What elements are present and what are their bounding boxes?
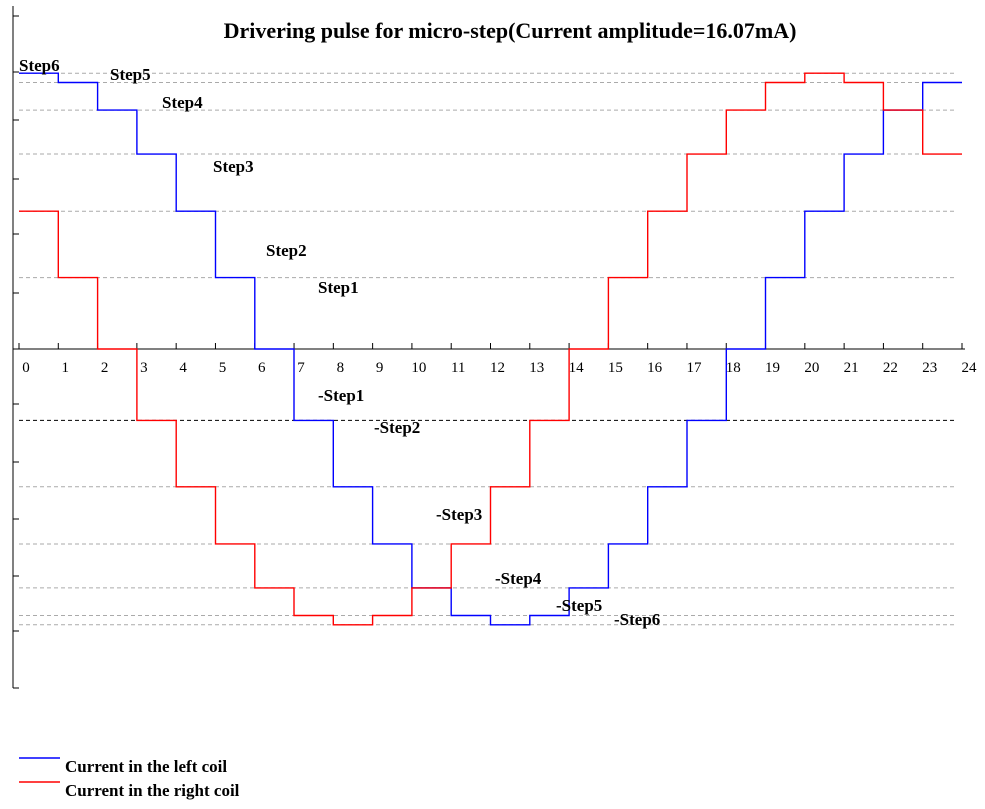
x-tick-label: 14 bbox=[569, 360, 585, 376]
x-tick-label: 21 bbox=[844, 360, 859, 376]
axes: 0 1 2 3 4 5 6 7 8 9 10 11 12 13 14 15 16 17 18 19 20 21 22 23 24 bbox=[12, 6, 978, 689]
x-tick-label: 12 bbox=[490, 360, 505, 376]
step-label-neg-step5: -Step5 bbox=[556, 596, 602, 615]
step-label-neg-step1: -Step1 bbox=[318, 386, 364, 405]
x-tick-label: 18 bbox=[726, 360, 741, 376]
legend-label-right-coil: Current in the right coil bbox=[65, 781, 240, 800]
x-tick-label: 15 bbox=[608, 360, 623, 376]
x-tick-label: 11 bbox=[451, 360, 465, 376]
step-label-step2: Step2 bbox=[266, 241, 307, 260]
step-label-step4: Step4 bbox=[162, 93, 203, 112]
step-label-step6: Step6 bbox=[19, 56, 60, 75]
right-coil-series bbox=[19, 72, 962, 626]
step-label-neg-step6: -Step6 bbox=[614, 610, 660, 629]
x-tick-label: 19 bbox=[765, 360, 780, 376]
chart-title: Drivering pulse for micro-step(Current a… bbox=[224, 18, 797, 43]
step-label-neg-step3: -Step3 bbox=[436, 505, 482, 524]
x-tick-label: 17 bbox=[686, 360, 702, 376]
x-tick-label: 5 bbox=[219, 360, 227, 376]
x-tick-label: 10 bbox=[411, 360, 426, 376]
step-label-neg-step2: -Step2 bbox=[374, 418, 420, 437]
x-tick-label: 20 bbox=[804, 360, 819, 376]
step-label-neg-step4: -Step4 bbox=[495, 569, 542, 588]
x-tick-label: 7 bbox=[297, 360, 305, 376]
x-tick-label: 6 bbox=[258, 360, 266, 376]
x-tick-label: 13 bbox=[529, 360, 544, 376]
step-label-step3: Step3 bbox=[213, 157, 254, 176]
x-tick-label: 24 bbox=[962, 360, 978, 376]
x-tick-label: 2 bbox=[101, 360, 109, 376]
x-tick-label: 8 bbox=[337, 360, 345, 376]
left-coil-series bbox=[19, 72, 962, 626]
x-tick-label: 23 bbox=[922, 360, 937, 376]
x-tick-label: 3 bbox=[140, 360, 148, 376]
x-tick-label: 4 bbox=[179, 360, 187, 376]
step-label-step1: Step1 bbox=[318, 278, 359, 297]
x-tick-label: 16 bbox=[647, 360, 663, 376]
series-lines bbox=[19, 72, 962, 626]
legend: Current in the left coil Current in the r… bbox=[19, 757, 240, 800]
x-tick-label: 22 bbox=[883, 360, 898, 376]
legend-label-left-coil: Current in the left coil bbox=[65, 757, 227, 776]
x-tick-label: 0 bbox=[22, 360, 30, 376]
x-tick-label: 9 bbox=[376, 360, 384, 376]
step-label-step5: Step5 bbox=[110, 65, 151, 84]
x-tick-label: 1 bbox=[62, 360, 70, 376]
step-labels: Step6 Step5 Step4 Step3 Step2 Step1 -Step1 -Ste… bbox=[19, 56, 660, 629]
